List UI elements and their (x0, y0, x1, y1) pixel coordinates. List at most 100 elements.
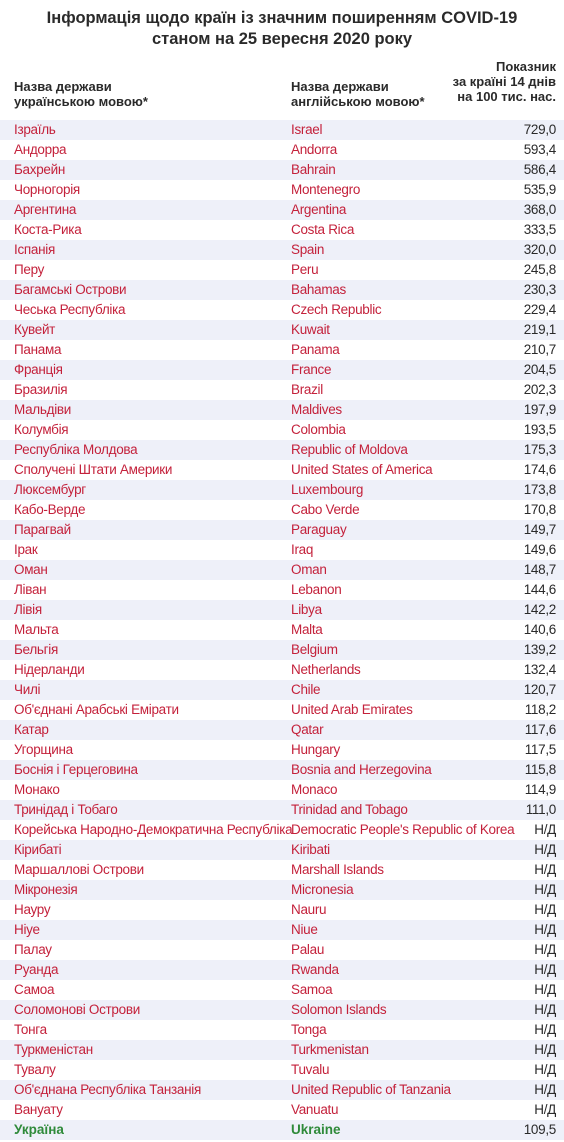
country-name-english: Rwanda (291, 962, 339, 977)
indicator-value: 170,8 (523, 502, 557, 517)
country-name-english: Spain (291, 242, 325, 257)
country-name-english: Bahrain (291, 162, 336, 177)
country-name-english: Paraguay (291, 522, 347, 537)
country-name-english: Bahamas (291, 282, 346, 297)
header-ukrainian-name: Назва держави українською мовою* (14, 79, 148, 109)
indicator-value: Н/Д (534, 822, 556, 837)
country-name-ukrainian: Тонга (14, 1022, 47, 1037)
table-row: Катар Qatar 117,6 (0, 720, 564, 740)
indicator-value: 175,3 (523, 442, 557, 457)
country-name-ukrainian: Сполучені Штати Америки (14, 462, 173, 477)
indicator-value: Н/Д (534, 962, 556, 977)
table-row: Перу Peru 245,8 (0, 260, 564, 280)
country-name-ukrainian: Андорра (14, 142, 67, 157)
country-name-ukrainian: Мальдіви (14, 402, 72, 417)
indicator-value: Н/Д (534, 982, 556, 997)
indicator-value: 368,0 (523, 202, 557, 217)
table-row: Кабо-Верде Cabo Verde 170,8 (0, 500, 564, 520)
country-name-english: United Arab Emirates (291, 702, 413, 717)
table-row: Люксембург Luxembourg 173,8 (0, 480, 564, 500)
country-name-english: Tuvalu (291, 1062, 330, 1077)
indicator-value: 202,3 (523, 382, 557, 397)
country-name-english: Maldives (291, 402, 342, 417)
country-name-english: Trinidad and Tobago (291, 802, 408, 817)
country-name-english: Niue (291, 922, 318, 937)
country-name-english: Monaco (291, 782, 338, 797)
table-row: Мальта Malta 140,6 (0, 620, 564, 640)
table-row: Мальдіви Maldives 197,9 (0, 400, 564, 420)
table-row: Самоа Samoa Н/Д (0, 980, 564, 1000)
table-row: Лівія Libya 142,2 (0, 600, 564, 620)
indicator-value: Н/Д (534, 902, 556, 917)
table-row: Республіка Молдова Republic of Moldova 175… (0, 440, 564, 460)
country-name-ukrainian: Чилі (14, 682, 41, 697)
country-name-ukrainian: Тринідад і Тобаго (14, 802, 118, 817)
country-name-ukrainian: Науру (14, 902, 51, 917)
table-row: Монако Monaco 114,9 (0, 780, 564, 800)
country-name-ukrainian: Республіка Молдова (14, 442, 138, 457)
country-name-english: Nauru (291, 902, 327, 917)
country-name-ukrainian: Корейська Народно-Демократична Республік… (14, 822, 293, 837)
indicator-value: 140,6 (523, 622, 557, 637)
country-name-ukrainian: Туркменістан (14, 1042, 93, 1057)
table-row: Бразилія Brazil 202,3 (0, 380, 564, 400)
table-row: Ірак Iraq 149,6 (0, 540, 564, 560)
country-name-english: Micronesia (291, 882, 354, 897)
country-name-ukrainian: Бахрейн (14, 162, 66, 177)
country-name-ukrainian: Катар (14, 722, 49, 737)
indicator-value: Н/Д (534, 1102, 556, 1117)
country-name-english: Costa Rica (291, 222, 355, 237)
indicator-value: 115,8 (524, 762, 557, 777)
country-name-ukrainian: Ізраїль (14, 122, 56, 137)
indicator-value: 117,6 (524, 722, 557, 737)
country-name-english: Peru (291, 262, 319, 277)
country-name-english: Chile (291, 682, 321, 697)
country-name-ukrainian: Палау (14, 942, 52, 957)
country-name-ukrainian: Коста-Рика (14, 222, 82, 237)
indicator-value: 535,9 (523, 182, 557, 197)
table-row: Аргентина Argentina 368,0 (0, 200, 564, 220)
country-name-ukrainian: Чорногорія (14, 182, 80, 197)
country-name-english: Marshall Islands (291, 862, 384, 877)
country-name-ukrainian: Монако (14, 782, 60, 797)
table-row: Мікронезія Micronesia Н/Д (0, 880, 564, 900)
table-row: Бельгія Belgium 139,2 (0, 640, 564, 660)
country-name-english: Samoa (291, 982, 333, 997)
indicator-value: 729,0 (523, 122, 557, 137)
country-name-english: Oman (291, 562, 327, 577)
indicator-value: Н/Д (534, 1082, 556, 1097)
country-name-ukrainian: Лівія (14, 602, 42, 617)
country-name-ukrainian: Оман (14, 562, 48, 577)
table-row: Нідерланди Netherlands 132,4 (0, 660, 564, 680)
indicator-value: 197,9 (523, 402, 557, 417)
indicator-value: 229,4 (523, 302, 557, 317)
indicator-value: 117,5 (524, 742, 557, 757)
indicator-value: Н/Д (534, 1022, 556, 1037)
country-name-english: Belgium (291, 642, 338, 657)
country-name-ukrainian: Аргентина (14, 202, 77, 217)
country-name-ukrainian: Бразилія (14, 382, 68, 397)
country-name-ukrainian: Нідерланди (14, 662, 85, 677)
country-name-english: Palau (291, 942, 325, 957)
table-row: Ізраїль Israel 729,0 (0, 120, 564, 140)
table-row: Франція France 204,5 (0, 360, 564, 380)
table-row: Сполучені Штати Америки United States of … (0, 460, 564, 480)
table-row: Об'єднана Республіка Танзанія United Repu… (0, 1080, 564, 1100)
indicator-value: 118,2 (524, 702, 557, 717)
indicator-value: 114,9 (524, 782, 557, 797)
table-header: Назва держави українською мовою* Назва д… (0, 48, 564, 112)
country-name-ukrainian: Маршаллові Острови (14, 862, 144, 877)
indicator-value: Н/Д (534, 1062, 556, 1077)
country-name-english: Netherlands (291, 662, 361, 677)
table-row: Іспанія Spain 320,0 (0, 240, 564, 260)
country-name-english: Vanuatu (291, 1102, 339, 1117)
country-name-ukrainian: Кабо-Верде (14, 502, 86, 517)
indicator-value: 219,1 (523, 322, 557, 337)
table-row: Туркменістан Turkmenistan Н/Д (0, 1040, 564, 1060)
country-name-english: Solomon Islands (291, 1002, 387, 1017)
table-row: Колумбія Colombia 193,5 (0, 420, 564, 440)
table-row: Боснія і Герцеговина Bosnia and Herzegovi… (0, 760, 564, 780)
table-row: Чорногорія Montenegro 535,9 (0, 180, 564, 200)
country-name-ukrainian: Мальта (14, 622, 59, 637)
table-row: Палау Palau Н/Д (0, 940, 564, 960)
